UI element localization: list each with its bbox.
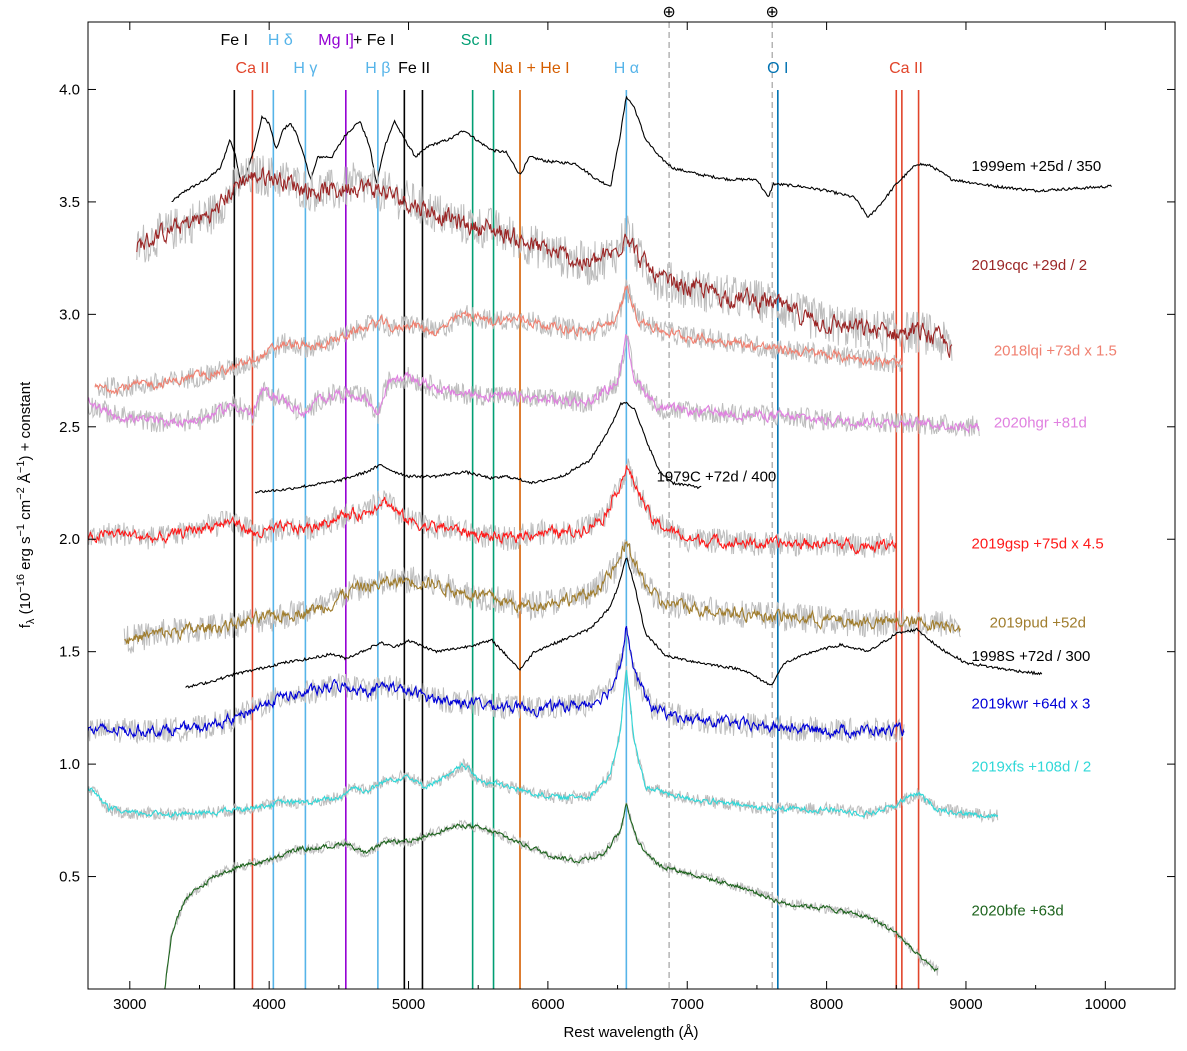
series-label-4: 1979C +72d / 400 (657, 468, 777, 485)
x-tick-label-6: 9000 (949, 996, 982, 1013)
plot-frame (87, 21, 1176, 990)
line-label-10: H α (614, 60, 639, 77)
x-axis-title: Rest wavelength (Å) (563, 1024, 698, 1041)
series-label-8: 2019kwr +64d x 3 (972, 695, 1091, 712)
y-tick-label-6: 3.5 (59, 194, 80, 211)
line-label-7: H β (365, 60, 390, 77)
line-label-2: Mg I] (318, 32, 354, 49)
series-label-5: 2019gsp +75d x 4.5 (972, 536, 1104, 553)
series-line-1 (136, 166, 953, 358)
series-line-2 (94, 285, 904, 396)
series-line-3 (88, 333, 980, 434)
y-tick-label-1: 1.0 (59, 756, 80, 773)
line-label-9: Na I + He I (493, 60, 570, 77)
y-tick-label-7: 4.0 (59, 81, 80, 98)
line-label-8: Fe II (398, 60, 430, 77)
x-tick-label-3: 6000 (531, 996, 564, 1013)
series-line-0 (171, 95, 1112, 218)
telluric-symbol-0: ⊕ (662, 4, 675, 21)
x-tick-label-0: 3000 (113, 996, 146, 1013)
series-raw-2 (94, 278, 904, 399)
series-raw-3 (88, 334, 980, 437)
line-label-3: + Fe I (353, 32, 394, 49)
series-raw-8 (88, 628, 905, 745)
x-tick-label-5: 8000 (810, 996, 843, 1013)
series-line-6 (124, 540, 961, 645)
line-label-12: Ca II (889, 60, 923, 77)
series-raw-10 (164, 802, 939, 989)
line-label-1: H δ (268, 32, 293, 49)
series-label-2: 2018lqi +73d x 1.5 (994, 342, 1117, 359)
series-label-10: 2020bfe +63d (972, 902, 1064, 919)
x-tick-label-2: 5000 (392, 996, 425, 1013)
series-label-9: 2019xfs +108d / 2 (972, 758, 1092, 775)
line-label-11: O I (767, 60, 788, 77)
x-tick-label-7: 10000 (1084, 996, 1126, 1013)
line-label-6: H γ (293, 60, 317, 77)
line-label-4: Sc II (461, 32, 493, 49)
series-label-7: 1998S +72d / 300 (972, 648, 1091, 665)
series-label-0: 1999em +25d / 350 (972, 158, 1102, 175)
series-label-3: 2020hgr +81d (994, 414, 1087, 431)
series-line-10 (164, 802, 939, 989)
series-line-4 (254, 401, 702, 494)
series-line-9 (88, 669, 999, 819)
y-axis-title: fλ (10−16 erg s−1 cm−2 Å−1) + constant (15, 381, 37, 628)
y-tick-label-0: 0.5 (59, 869, 80, 886)
series-line-8 (88, 625, 905, 740)
y-tick-label-4: 2.5 (59, 419, 80, 436)
series-label-1: 2019cqc +29d / 2 (972, 257, 1088, 274)
series-line-5 (88, 465, 897, 555)
series-line-7 (185, 557, 1043, 689)
line-label-0: Fe I (221, 32, 249, 49)
y-tick-label-5: 3.0 (59, 306, 80, 323)
x-tick-label-1: 4000 (252, 996, 285, 1013)
y-tick-label-3: 2.0 (59, 531, 80, 548)
series-label-6: 2019pud +52d (990, 614, 1086, 631)
telluric-symbol-1: ⊕ (766, 4, 779, 21)
series-raw-9 (88, 665, 999, 824)
line-label-5: Ca II (236, 60, 270, 77)
series-raw-6 (123, 539, 961, 654)
x-tick-label-4: 7000 (671, 996, 704, 1013)
y-tick-label-2: 1.5 (59, 644, 80, 661)
